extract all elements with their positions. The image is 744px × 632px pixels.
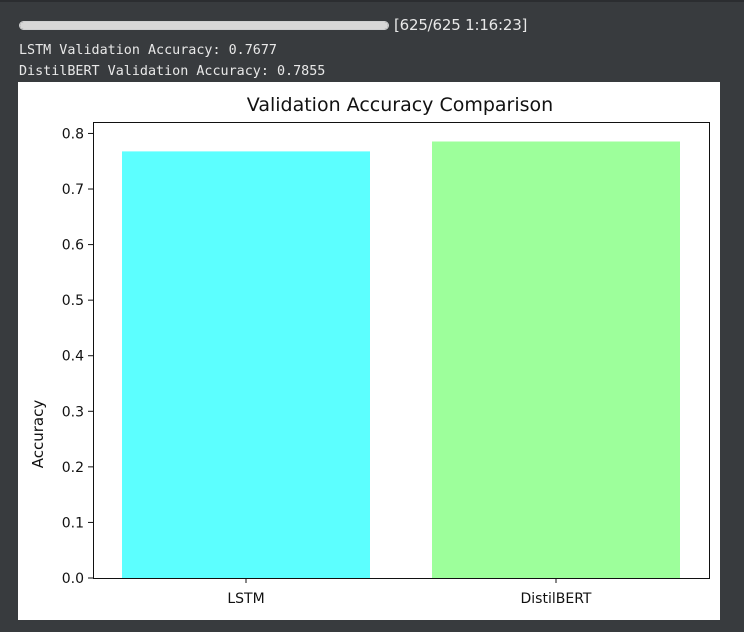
bar-lstm (122, 151, 370, 578)
x-tick-label: LSTM (227, 591, 264, 607)
chart-title: Validation Accuracy Comparison (247, 94, 553, 116)
window-top-edge (0, 0, 744, 2)
output-log: LSTM Validation Accuracy: 0.7677 DistilBE… (19, 40, 325, 82)
log-line-distilbert-accuracy: DistilBERT Validation Accuracy: 0.7855 (19, 64, 326, 79)
progress-row: [625/625 1:16:23] (19, 14, 527, 36)
plot-area-frame (93, 122, 710, 579)
progress-bar (19, 20, 389, 30)
bar-distilbert (432, 141, 680, 578)
y-tick-label: 0.8 (62, 126, 84, 142)
y-tick-label: 0.0 (62, 571, 84, 587)
y-ticks-group: 0.0 0.1 0.2 0.3 0.4 0.5 0.6 0.7 0.8 (62, 126, 93, 587)
y-tick-label: 0.5 (62, 293, 84, 309)
chart-figure: Validation Accuracy Comparison Accuracy … (18, 82, 720, 620)
progress-bar-fill (20, 21, 388, 29)
x-tick-label: DistilBERT (521, 591, 592, 607)
y-tick-label: 0.6 (62, 238, 84, 254)
y-tick-label: 0.1 (62, 515, 84, 531)
x-ticks-group: LSTM DistilBERT (227, 578, 592, 607)
y-axis-label: Accuracy (29, 400, 47, 469)
y-tick-label: 0.4 (62, 349, 84, 365)
y-tick-label: 0.3 (62, 404, 84, 420)
progress-status-text: [625/625 1:16:23] (394, 16, 528, 34)
bars-group (122, 141, 680, 578)
y-tick-label: 0.2 (62, 460, 84, 476)
y-tick-label: 0.7 (62, 182, 84, 198)
log-line-lstm-accuracy: LSTM Validation Accuracy: 0.7677 (19, 43, 277, 58)
bar-chart: Validation Accuracy Comparison Accuracy … (29, 94, 710, 607)
